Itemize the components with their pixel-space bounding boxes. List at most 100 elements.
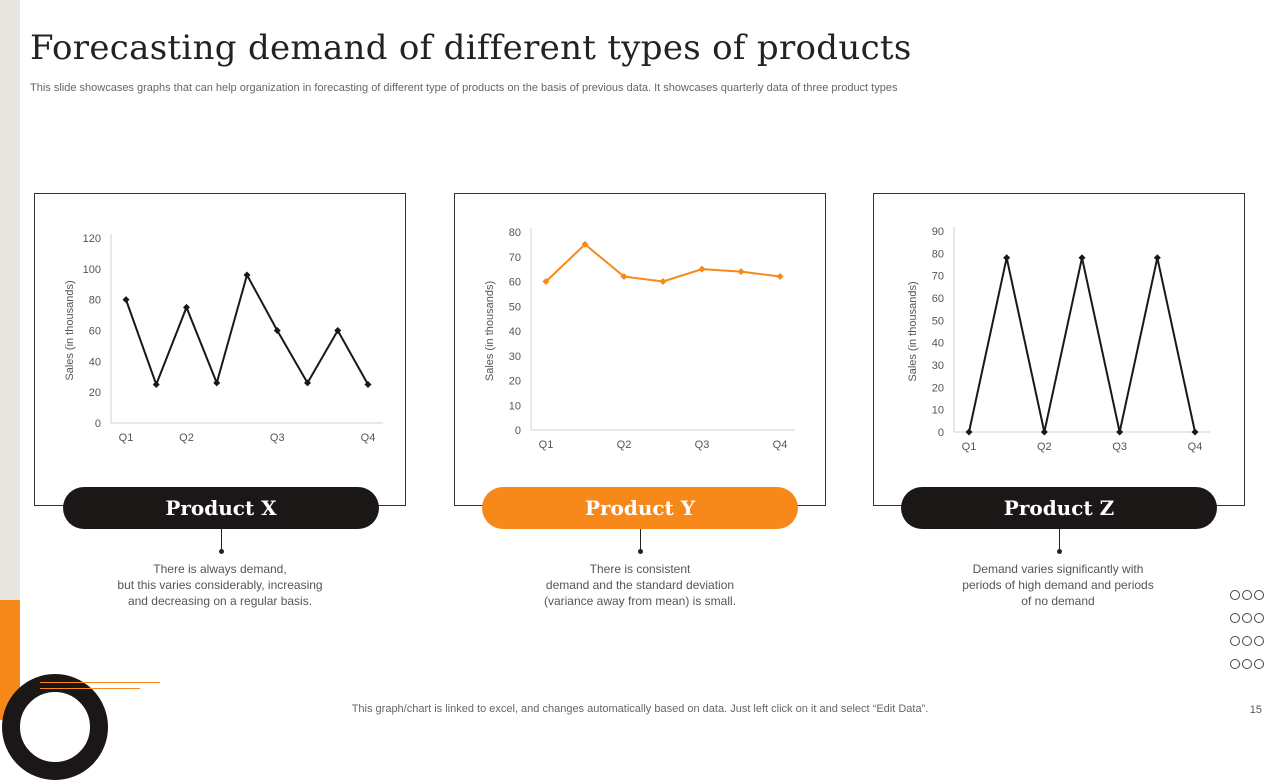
data-point <box>698 265 706 273</box>
data-point <box>542 278 550 285</box>
x-tick-label: Q4 <box>1188 441 1203 453</box>
decorative-line <box>40 688 140 689</box>
y-tick-label: 40 <box>89 356 101 368</box>
connector-line <box>640 529 641 551</box>
chart-panel-product-z: 0 10 20 30 40 50 60 70 80 90 Q1 Q2 Q3 Q4 Sales (in tho… <box>873 193 1245 506</box>
connector-dot <box>1057 549 1062 554</box>
data-point <box>183 303 190 311</box>
data-point <box>581 240 589 248</box>
footer-note: This graph/chart is linked to excel, and… <box>351 703 929 715</box>
y-tick-label: 0 <box>515 425 521 437</box>
y-tick-label: 80 <box>89 295 101 307</box>
product-y-description: There is consistent demand and the stand… <box>510 561 770 609</box>
x-tick-label: Q2 <box>617 439 632 451</box>
y-tick-label: 20 <box>509 376 521 388</box>
x-tick-label: Q4 <box>361 432 376 444</box>
connector-dot <box>219 549 224 554</box>
y-tick-label: 30 <box>509 351 521 363</box>
product-x-label: Product X <box>63 487 379 529</box>
y-tick-label: 90 <box>932 226 944 238</box>
y-tick-label: 60 <box>932 293 944 305</box>
chart-panel-product-y: 0 10 20 30 40 50 60 70 80 Q1 Q2 Q3 Q4 Sales (in thous… <box>454 193 826 506</box>
x-tick-label: Q1 <box>119 432 134 444</box>
data-point <box>620 273 628 281</box>
y-tick-label: 50 <box>509 301 521 313</box>
x-tick-label: Q3 <box>1112 441 1127 453</box>
y-tick-label: 0 <box>95 418 101 430</box>
description-line: but this varies considerably, increasing <box>117 578 323 592</box>
description-line: (variance away from mean) is small. <box>543 594 737 608</box>
description-line: and decreasing on a regular basis. <box>127 594 313 608</box>
series-line <box>125 272 369 388</box>
side-strip <box>0 0 20 600</box>
y-tick-label: 50 <box>932 315 944 327</box>
y-tick-label: 40 <box>509 326 521 338</box>
series-line <box>968 257 1196 433</box>
connector-line <box>1059 529 1060 551</box>
slide-subtitle: This slide showcases graphs that can hel… <box>30 82 898 94</box>
y-tick-label: 20 <box>89 387 101 399</box>
data-point <box>1191 428 1199 436</box>
x-tick-label: Q2 <box>179 432 194 444</box>
description-line: Demand varies significantly with <box>972 562 1144 576</box>
description-line: of no demand <box>1021 594 1095 608</box>
y-tick-label: 0 <box>938 427 944 439</box>
x-tick-label: Q3 <box>695 439 710 451</box>
data-point <box>334 327 342 334</box>
y-tick-label: 80 <box>509 227 521 239</box>
y-tick-label: 10 <box>509 400 521 412</box>
y-tick-label: 70 <box>509 252 521 264</box>
data-point <box>1116 428 1124 436</box>
y-axis-label: Sales (in thousands) <box>484 281 496 381</box>
data-point <box>364 380 372 388</box>
series-line <box>545 243 781 283</box>
description-line: demand and the standard deviation <box>545 578 735 592</box>
connector-line <box>221 529 222 551</box>
x-tick-label: Q2 <box>1037 441 1052 453</box>
decorative-line <box>40 682 160 683</box>
page-number: 15 <box>1249 704 1262 716</box>
description-line: There is always demand, <box>153 562 287 576</box>
data-point <box>965 428 973 436</box>
product-x-description: There is always demand, but this varies … <box>90 561 350 609</box>
x-tick-label: Q1 <box>962 441 977 453</box>
data-point <box>1078 254 1086 262</box>
data-point <box>737 268 745 276</box>
connector-dot <box>638 549 643 554</box>
decorative-ring <box>2 674 108 780</box>
x-tick-label: Q1 <box>539 439 554 451</box>
chart-panel-product-x: 0 20 40 60 80 100 120 Q1 Q2 Q3 Q4 Sales (in thousan… <box>34 193 406 506</box>
line-chart-product-z: 0 10 20 30 40 50 60 70 80 90 Q1 Q2 Q3 Q4 Sales (in tho… <box>907 226 1210 453</box>
x-tick-label: Q3 <box>270 432 285 444</box>
product-z-label: Product Z <box>901 487 1217 529</box>
data-point <box>243 271 251 279</box>
data-point <box>1003 254 1011 262</box>
data-point <box>659 278 667 285</box>
y-tick-label: 20 <box>932 382 944 394</box>
data-point <box>213 379 221 387</box>
y-tick-label: 60 <box>509 277 521 289</box>
y-axis-label: Sales (in thousands) <box>907 281 919 381</box>
data-point <box>122 296 130 304</box>
slide-title: Forecasting demand of different types of… <box>30 28 912 68</box>
y-tick-label: 40 <box>932 338 944 350</box>
data-point <box>1153 254 1161 262</box>
y-tick-label: 30 <box>932 360 944 372</box>
y-axis-label: Sales (in thousands) <box>64 280 76 380</box>
description-line: periods of high demand and periods <box>962 578 1154 592</box>
y-tick-label: 80 <box>932 248 944 260</box>
data-point <box>304 379 311 387</box>
product-z-description: Demand varies significantly with periods… <box>928 561 1188 609</box>
line-chart-product-y: 0 10 20 30 40 50 60 70 80 Q1 Q2 Q3 Q4 Sales (in thous… <box>484 227 795 451</box>
data-point <box>273 327 281 334</box>
data-point <box>776 273 784 281</box>
x-tick-label: Q4 <box>773 439 788 451</box>
y-tick-label: 70 <box>932 271 944 283</box>
product-y-label: Product Y <box>482 487 798 529</box>
side-orange-block <box>0 600 20 720</box>
y-tick-label: 120 <box>83 233 101 245</box>
description-line: There is consistent <box>589 562 691 576</box>
decorative-circle-grid <box>1230 590 1280 682</box>
y-tick-label: 100 <box>83 264 101 276</box>
line-chart-product-x: 0 20 40 60 80 100 120 Q1 Q2 Q3 Q4 Sales (in thousan… <box>64 233 383 444</box>
